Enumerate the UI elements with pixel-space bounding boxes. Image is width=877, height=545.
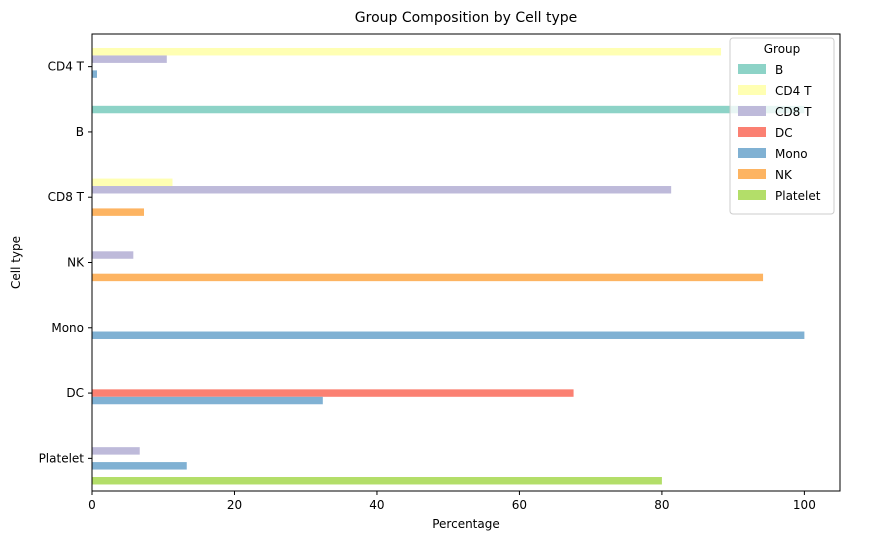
legend-swatch [738, 190, 766, 200]
y-axis-label: Cell type [9, 236, 23, 289]
bar-platelet-platelet [92, 477, 662, 485]
legend-label: CD4 T [775, 84, 812, 98]
bar-cd8-t-cd8-t [92, 186, 672, 194]
bars-layer [92, 47, 805, 485]
bar-cd8-t-cd4-t [92, 178, 173, 187]
bar-nk-cd8-t [92, 251, 134, 259]
y-axis: CD4 T B CD8 T NK Mono DC Platelet [39, 60, 92, 465]
legend-swatch [738, 169, 766, 179]
bar-cd4-t-cd4-t [92, 47, 722, 56]
x-tick-label: 0 [88, 498, 96, 512]
legend-swatch [738, 148, 766, 158]
x-axis-label: Percentage [432, 517, 500, 531]
bar-cd4-t-mono [92, 70, 97, 78]
bar-dc-dc [92, 389, 574, 397]
bar-mono-mono [92, 331, 805, 339]
y-tick-label: CD4 T [48, 60, 85, 74]
bar-platelet-mono [92, 462, 187, 470]
legend-label: B [775, 63, 783, 77]
bar-nk-nk [92, 273, 764, 282]
legend-swatch [738, 106, 766, 116]
y-tick-label: B [76, 125, 84, 139]
bar-platelet-cd8-t [92, 447, 140, 455]
y-tick-label: NK [67, 256, 85, 270]
x-tick-label: 60 [512, 498, 527, 512]
legend-title: Group [764, 42, 801, 56]
legend-label: Mono [775, 147, 808, 161]
legend-label: NK [775, 168, 793, 182]
legend-swatch [738, 127, 766, 137]
y-tick-label: CD8 T [48, 190, 85, 204]
x-tick-label: 80 [654, 498, 669, 512]
legend-swatch [738, 64, 766, 74]
legend-label: CD8 T [775, 105, 812, 119]
x-axis: 0 20 40 60 80 100 [88, 491, 816, 512]
bar-b-b [92, 105, 805, 114]
legend-swatch [738, 85, 766, 95]
legend-label: DC [775, 126, 793, 140]
plot-frame [91, 33, 841, 492]
bar-dc-mono [92, 396, 323, 405]
x-tick-label: 40 [369, 498, 384, 512]
x-tick-label: 20 [227, 498, 242, 512]
chart-title: Group Composition by Cell type [355, 10, 577, 26]
legend-label: Platelet [775, 189, 821, 203]
x-tick-label: 100 [793, 498, 816, 512]
y-tick-label: Platelet [39, 451, 85, 465]
bar-cd8-t-nk [92, 208, 145, 216]
y-tick-label: DC [66, 386, 84, 400]
legend: Group B CD4 T CD8 T DC Mono NK Platelet [729, 37, 835, 215]
y-tick-label: Mono [51, 321, 84, 335]
bar-cd4-t-cd8-t [92, 55, 167, 63]
